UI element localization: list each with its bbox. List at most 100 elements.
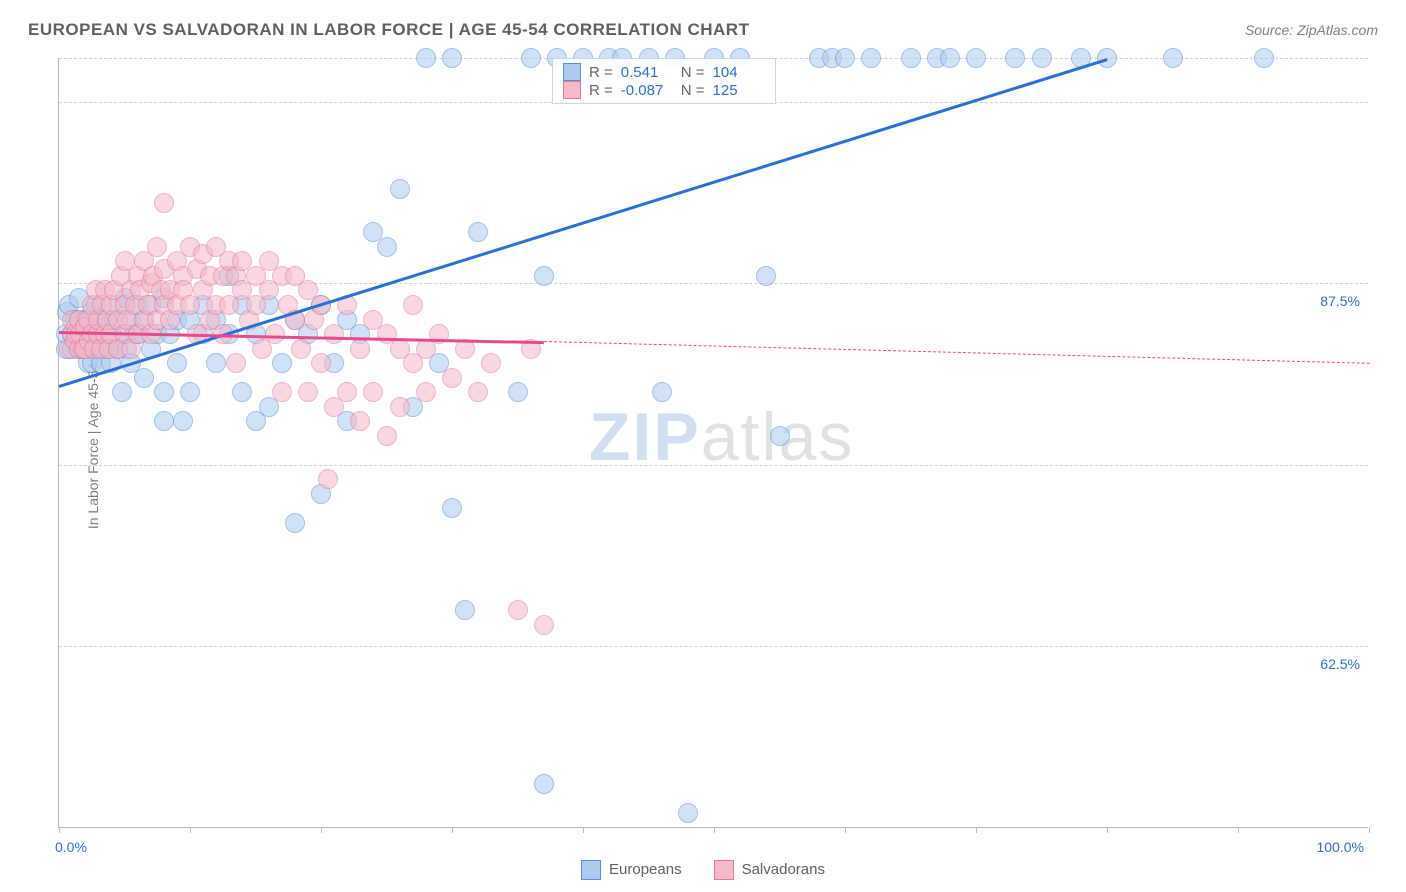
- scatter-point: [377, 237, 397, 257]
- legend-item-salvadorans: Salvadorans: [714, 860, 825, 880]
- stats-n-value: 125: [713, 82, 765, 99]
- scatter-point: [232, 382, 252, 402]
- stats-r-value: -0.087: [621, 82, 673, 99]
- scatter-point: [534, 615, 554, 635]
- scatter-point: [272, 382, 292, 402]
- trend-line: [59, 58, 1108, 388]
- x-tick: [321, 827, 322, 833]
- scatter-point: [416, 48, 436, 68]
- stats-row: R = -0.087 N = 125: [563, 81, 765, 99]
- scatter-point: [298, 382, 318, 402]
- scatter-point: [390, 397, 410, 417]
- legend: Europeans Salvadorans: [581, 860, 825, 880]
- scatter-point: [940, 48, 960, 68]
- scatter-point: [318, 469, 338, 489]
- scatter-point: [652, 382, 672, 402]
- scatter-point: [534, 774, 554, 794]
- chart-title: EUROPEAN VS SALVADORAN IN LABOR FORCE | …: [28, 20, 749, 40]
- x-tick: [190, 827, 191, 833]
- scatter-point: [112, 382, 132, 402]
- scatter-point: [311, 353, 331, 373]
- stats-row: R = 0.541 N = 104: [563, 63, 765, 81]
- x-tick: [1238, 827, 1239, 833]
- scatter-point: [1163, 48, 1183, 68]
- scatter-point: [1032, 48, 1052, 68]
- scatter-point: [901, 48, 921, 68]
- stats-swatch: [563, 63, 581, 81]
- scatter-point: [180, 382, 200, 402]
- scatter-point: [678, 803, 698, 823]
- stats-box: R = 0.541 N = 104 R = -0.087 N = 125: [552, 58, 776, 104]
- legend-label-salvadorans: Salvadorans: [742, 861, 825, 878]
- x-tick: [845, 827, 846, 833]
- scatter-point: [337, 382, 357, 402]
- stats-n-label: N =: [681, 64, 705, 81]
- scatter-point: [265, 324, 285, 344]
- scatter-point: [147, 237, 167, 257]
- scatter-point: [291, 339, 311, 359]
- scatter-point: [134, 368, 154, 388]
- stats-n-value: 104: [713, 64, 765, 81]
- stats-n-label: N =: [681, 82, 705, 99]
- legend-item-europeans: Europeans: [581, 860, 682, 880]
- scatter-point: [481, 353, 501, 373]
- legend-swatch-salvadorans: [714, 860, 734, 880]
- scatter-point: [416, 382, 436, 402]
- scatter-point: [1097, 48, 1117, 68]
- scatter-point: [770, 426, 790, 446]
- x-tick-label: 100.0%: [1317, 839, 1364, 855]
- scatter-point: [861, 48, 881, 68]
- scatter-point: [377, 426, 397, 446]
- legend-label-europeans: Europeans: [609, 861, 682, 878]
- scatter-point: [508, 382, 528, 402]
- scatter-point: [442, 48, 462, 68]
- scatter-point: [390, 179, 410, 199]
- stats-r-value: 0.541: [621, 64, 673, 81]
- x-tick: [59, 827, 60, 833]
- y-tick-label: 62.5%: [1320, 656, 1360, 672]
- x-tick: [976, 827, 977, 833]
- scatter-point: [206, 353, 226, 373]
- x-tick: [583, 827, 584, 833]
- scatter-point: [756, 266, 776, 286]
- x-tick: [714, 827, 715, 833]
- stats-r-label: R =: [589, 64, 613, 81]
- y-tick-label: 87.5%: [1320, 293, 1360, 309]
- stats-swatch: [563, 81, 581, 99]
- scatter-point: [154, 411, 174, 431]
- scatter-point: [173, 411, 193, 431]
- source-label: Source: ZipAtlas.com: [1245, 22, 1378, 38]
- scatter-point: [154, 382, 174, 402]
- scatter-point: [534, 266, 554, 286]
- x-tick: [1107, 827, 1108, 833]
- scatter-point: [403, 295, 423, 315]
- trend-line-dashed: [544, 341, 1369, 364]
- scatter-point: [167, 353, 187, 373]
- legend-swatch-europeans: [581, 860, 601, 880]
- scatter-point: [835, 48, 855, 68]
- scatter-point: [350, 339, 370, 359]
- gridline: [59, 465, 1368, 466]
- scatter-point: [442, 368, 462, 388]
- watermark-part1: ZIP: [589, 399, 701, 475]
- scatter-point: [363, 382, 383, 402]
- x-tick: [1369, 827, 1370, 833]
- scatter-point: [272, 353, 292, 373]
- stats-r-label: R =: [589, 82, 613, 99]
- scatter-point: [350, 411, 370, 431]
- x-tick: [452, 827, 453, 833]
- plot-area: ZIPatlas 62.5%87.5%0.0%100.0%: [58, 58, 1368, 828]
- scatter-point: [154, 193, 174, 213]
- scatter-point: [966, 48, 986, 68]
- scatter-point: [508, 600, 528, 620]
- scatter-point: [468, 382, 488, 402]
- scatter-point: [1005, 48, 1025, 68]
- gridline: [59, 646, 1368, 647]
- x-tick-label: 0.0%: [55, 839, 87, 855]
- scatter-point: [1254, 48, 1274, 68]
- scatter-point: [285, 513, 305, 533]
- scatter-point: [226, 353, 246, 373]
- scatter-point: [324, 324, 344, 344]
- scatter-point: [442, 498, 462, 518]
- scatter-point: [455, 600, 475, 620]
